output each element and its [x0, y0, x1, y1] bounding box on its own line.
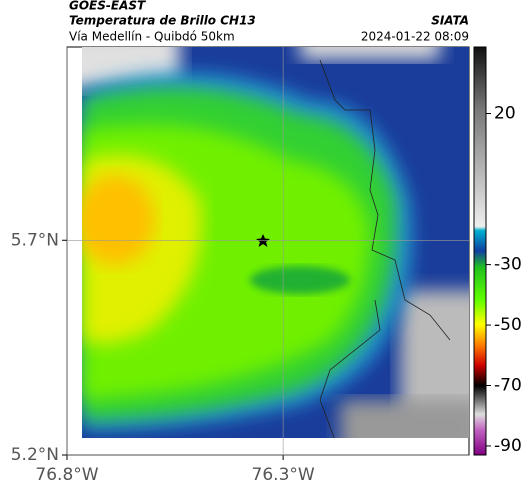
x-tick-label: 76.8°W: [35, 465, 98, 485]
caption: Vía Medellín - Quibdó 50km: [69, 30, 235, 44]
colorbar-tick-label: -50: [494, 315, 522, 335]
colorbar-tick-label: -90: [494, 436, 522, 456]
satellite-image: [82, 47, 469, 438]
subtitle: Temperatura de Brillo CH13: [69, 14, 256, 28]
y-tick-label: 5.2°N: [11, 445, 59, 465]
x-tick-label: 76.3°W: [252, 465, 315, 485]
source: SIATA: [431, 14, 469, 28]
colorbar-tick-label: 20: [494, 103, 516, 123]
colorbar: [473, 46, 487, 456]
colorbar-tick-label: -70: [494, 375, 522, 395]
title: GOES-EAST: [69, 0, 146, 13]
timestamp: 2024-01-22 08:09: [361, 30, 469, 44]
y-tick-label: 5.7°N: [11, 230, 59, 250]
colorbar-tick-label: -30: [494, 255, 522, 275]
